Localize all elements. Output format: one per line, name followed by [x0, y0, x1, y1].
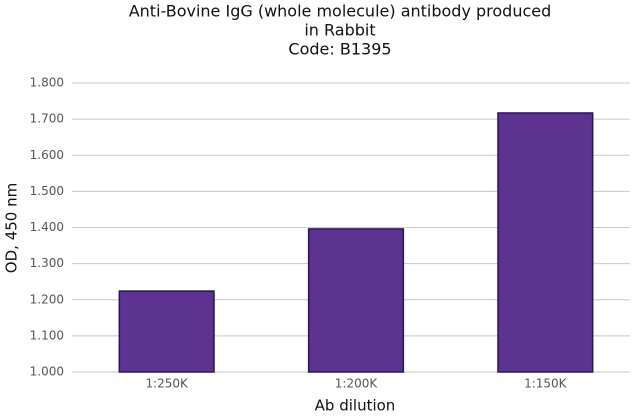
y-axis-label: OD, 450 nm — [3, 183, 21, 273]
chart-title: Anti-Bovine IgG (whole molecule) antibod… — [129, 2, 552, 21]
bar — [497, 112, 594, 373]
chart-title: Code: B1395 — [288, 40, 391, 59]
x-tick-label: 1:200K — [335, 377, 379, 391]
y-tick-label: 1.200 — [30, 292, 64, 306]
y-tick-label: 1.100 — [30, 328, 64, 342]
x-axis-label: Ab dilution — [315, 397, 396, 415]
y-tick-label: 1.500 — [30, 184, 64, 198]
y-tick-label: 1.300 — [30, 256, 64, 270]
bar — [118, 290, 215, 373]
y-tick-label: 1.700 — [30, 112, 64, 126]
chart-title: in Rabbit — [304, 21, 375, 40]
y-tick-label: 1.400 — [30, 220, 64, 234]
x-tick-label: 1:250K — [145, 377, 189, 391]
y-tick-label: 1.000 — [30, 365, 64, 379]
x-tick-label: 1:150K — [524, 377, 568, 391]
y-tick-label: 1.600 — [30, 148, 64, 162]
y-tick-label: 1.800 — [30, 76, 64, 90]
bar — [307, 228, 405, 373]
